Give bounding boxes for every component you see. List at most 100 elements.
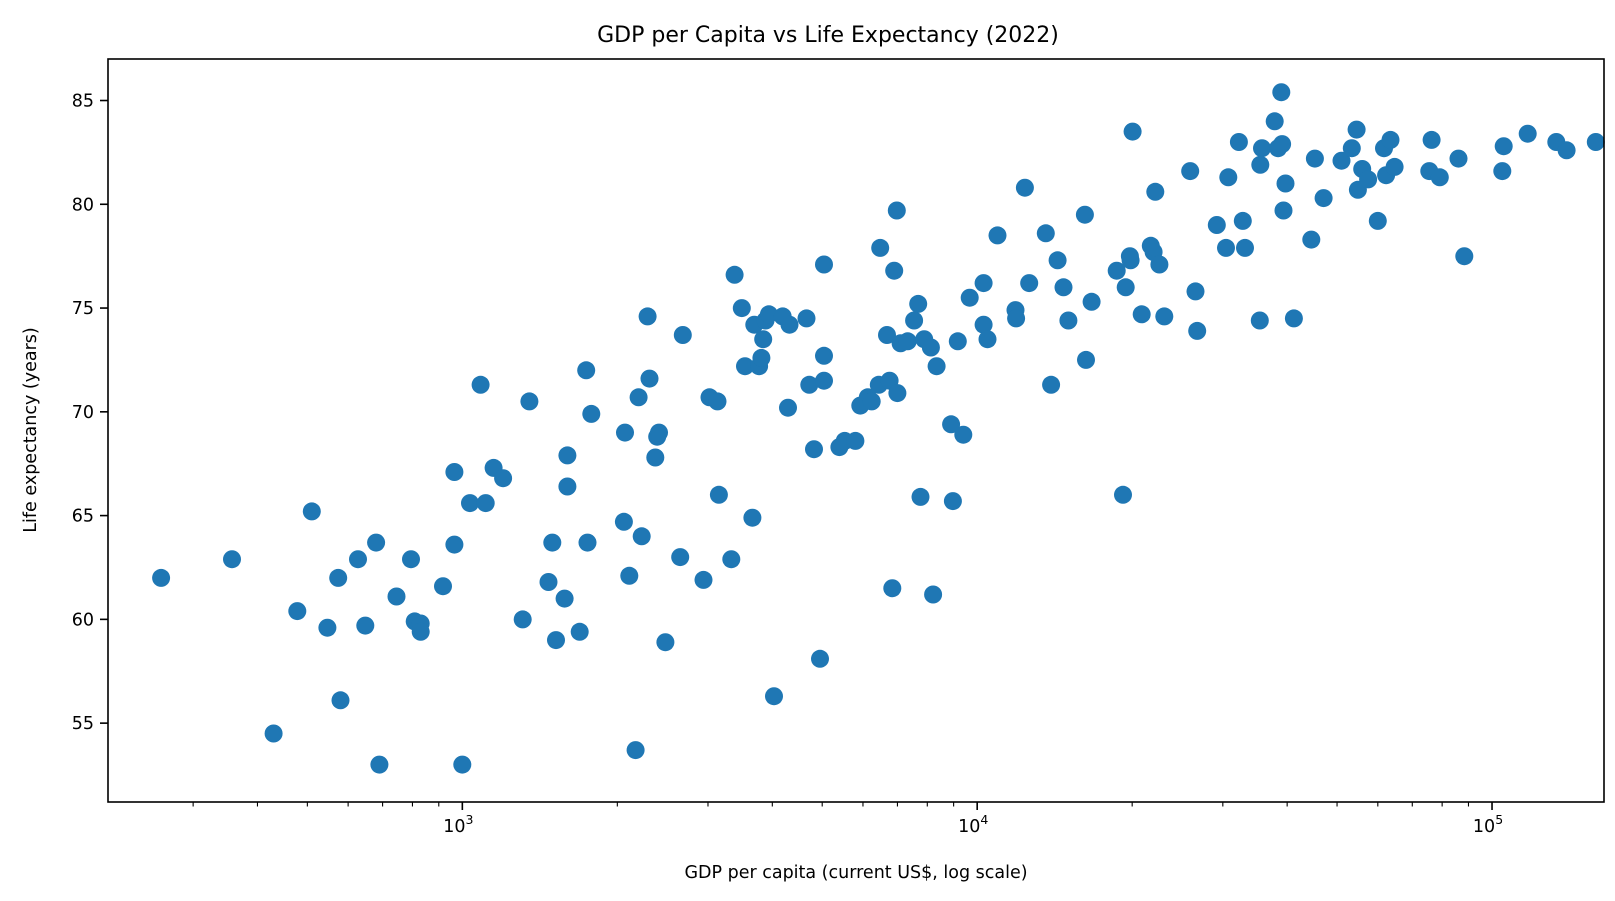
data-point bbox=[943, 492, 962, 511]
data-point bbox=[1219, 168, 1238, 187]
data-point bbox=[1233, 211, 1252, 230]
data-point bbox=[974, 274, 993, 293]
data-point bbox=[846, 431, 865, 450]
data-point bbox=[1493, 162, 1512, 181]
data-point bbox=[1422, 130, 1441, 149]
y-tick-label: 55 bbox=[72, 714, 94, 734]
data-point bbox=[709, 485, 728, 504]
data-point bbox=[1132, 305, 1151, 324]
data-point bbox=[694, 570, 713, 589]
data-point bbox=[1075, 205, 1094, 224]
data-point bbox=[434, 577, 452, 596]
data-point bbox=[570, 622, 589, 641]
plot-frame bbox=[107, 58, 1605, 803]
data-point bbox=[513, 610, 532, 629]
data-point bbox=[974, 315, 993, 334]
data-point bbox=[650, 423, 668, 442]
data-point bbox=[927, 357, 946, 376]
x-tick-label: 105 bbox=[1473, 812, 1503, 837]
data-point bbox=[1430, 168, 1449, 187]
data-point bbox=[578, 533, 597, 552]
data-point bbox=[811, 649, 829, 668]
data-point bbox=[356, 616, 375, 635]
data-point bbox=[708, 392, 727, 411]
y-tick-label: 85 bbox=[72, 92, 94, 112]
data-point bbox=[1146, 182, 1165, 201]
data-point bbox=[539, 573, 558, 591]
data-point bbox=[445, 463, 464, 481]
data-point bbox=[1077, 350, 1095, 369]
data-point bbox=[349, 550, 367, 569]
data-point bbox=[898, 332, 917, 351]
data-point bbox=[288, 602, 307, 621]
data-point bbox=[329, 568, 348, 587]
data-point bbox=[1116, 278, 1135, 297]
data-point bbox=[1265, 112, 1284, 131]
data-point bbox=[1229, 133, 1248, 151]
data-point bbox=[815, 371, 833, 390]
data-point bbox=[1123, 122, 1142, 141]
data-point bbox=[948, 332, 967, 351]
data-point bbox=[942, 415, 961, 434]
data-point bbox=[453, 755, 472, 774]
data-point bbox=[888, 384, 907, 403]
data-point bbox=[911, 487, 930, 506]
data-point bbox=[780, 315, 799, 334]
data-point bbox=[1518, 124, 1537, 143]
data-point bbox=[558, 446, 577, 465]
data-point bbox=[1302, 230, 1321, 249]
data-point bbox=[1250, 311, 1269, 330]
data-point bbox=[765, 687, 783, 706]
data-point bbox=[402, 550, 420, 569]
data-point bbox=[1347, 120, 1366, 139]
data-point bbox=[887, 201, 906, 220]
data-point bbox=[779, 398, 797, 417]
data-point bbox=[805, 440, 823, 459]
data-point bbox=[871, 238, 890, 257]
data-point bbox=[1186, 282, 1205, 301]
data-point bbox=[1381, 130, 1400, 149]
data-point bbox=[960, 288, 979, 307]
data-point bbox=[1359, 170, 1378, 189]
data-point bbox=[725, 265, 744, 284]
y-axis: 55 60 65 70 75 80 85 bbox=[72, 92, 108, 734]
data-point bbox=[543, 533, 562, 552]
data-point bbox=[1036, 224, 1055, 243]
data-point bbox=[743, 508, 762, 527]
data-point bbox=[547, 631, 565, 650]
data-point bbox=[1368, 211, 1387, 230]
data-point bbox=[921, 338, 940, 357]
data-point bbox=[494, 469, 513, 488]
data-point bbox=[646, 448, 665, 467]
data-point bbox=[1121, 251, 1140, 270]
data-point bbox=[1272, 83, 1291, 102]
data-point bbox=[1314, 189, 1333, 208]
data-point bbox=[800, 375, 819, 394]
y-tick-label: 80 bbox=[72, 195, 94, 215]
data-point bbox=[909, 294, 928, 313]
data-point bbox=[1236, 238, 1254, 257]
data-point bbox=[797, 309, 816, 328]
data-point bbox=[1274, 201, 1293, 220]
data-point bbox=[1557, 141, 1576, 160]
data-point bbox=[1276, 174, 1295, 193]
data-point bbox=[885, 261, 904, 280]
data-point bbox=[1494, 137, 1513, 156]
x-axis-label: GDP per capita (current US$, log scale) bbox=[684, 863, 1027, 883]
data-point bbox=[815, 255, 833, 274]
data-point bbox=[445, 535, 464, 554]
data-point bbox=[520, 392, 539, 411]
data-point bbox=[1107, 261, 1126, 280]
data-point bbox=[152, 568, 171, 587]
y-tick-label: 65 bbox=[72, 507, 94, 527]
data-point bbox=[620, 566, 639, 585]
data-point bbox=[1251, 155, 1270, 174]
data-point bbox=[754, 330, 773, 349]
data-point bbox=[331, 691, 350, 710]
y-axis-label: Life expectancy (years) bbox=[21, 327, 41, 532]
data-point bbox=[732, 299, 751, 318]
data-point bbox=[582, 404, 601, 423]
data-point bbox=[1217, 238, 1235, 257]
data-point bbox=[1015, 178, 1034, 197]
